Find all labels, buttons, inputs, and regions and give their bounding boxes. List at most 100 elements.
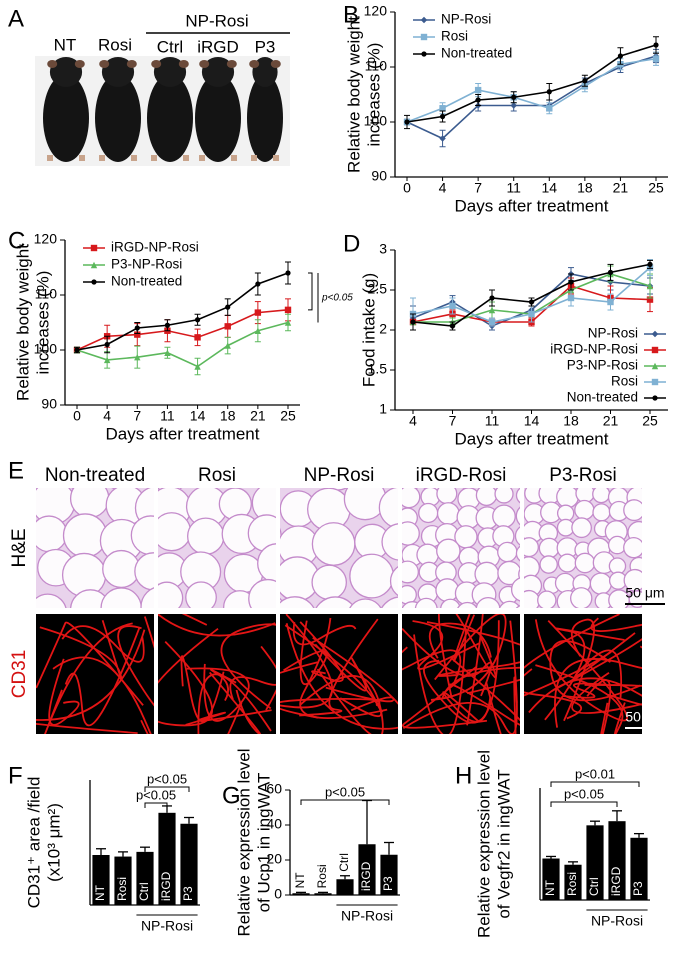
x-axis-label: Days after treatment xyxy=(454,196,608,215)
y-axis-label: Relative body weight xyxy=(13,244,32,401)
vessel xyxy=(117,616,154,707)
point xyxy=(652,395,658,401)
he-image xyxy=(402,488,520,608)
x-tick-label: 21 xyxy=(603,413,619,429)
x-tick-label: 14 xyxy=(541,180,557,196)
vessel xyxy=(158,614,276,637)
mouse-foot xyxy=(99,155,105,161)
adipocyte xyxy=(247,514,276,553)
adipocyte xyxy=(280,596,315,608)
vessel xyxy=(186,663,250,722)
adipocyte xyxy=(627,468,644,485)
point xyxy=(546,105,553,112)
point xyxy=(91,279,97,285)
point xyxy=(134,325,140,331)
panel-letter: F xyxy=(8,762,23,789)
x-axis-label: Days after treatment xyxy=(454,429,608,448)
vessel xyxy=(185,709,272,726)
adipocyte xyxy=(556,488,580,509)
category-label: iRGD xyxy=(359,861,373,891)
mouse-foot xyxy=(183,155,189,161)
y-axis-label: CD31⁺ area /field xyxy=(24,777,43,909)
point xyxy=(568,279,574,285)
y-tick-label: 110 xyxy=(35,286,58,302)
y-axis-label: Relative expression level xyxy=(234,748,253,936)
adipocyte xyxy=(435,578,460,603)
mouse-head xyxy=(201,57,235,87)
adipocyte xyxy=(538,537,560,559)
adipocyte xyxy=(440,598,461,608)
point xyxy=(546,89,552,95)
bracket xyxy=(300,799,390,805)
adipocyte xyxy=(475,596,501,608)
category-label: P3 xyxy=(381,876,395,891)
adipocyte xyxy=(554,572,576,594)
adipocyte xyxy=(242,447,281,486)
adipocyte xyxy=(266,488,276,490)
category-label: NT xyxy=(93,884,107,901)
x-tick-label: 21 xyxy=(613,180,629,196)
adipocyte xyxy=(187,517,225,555)
point xyxy=(284,319,292,326)
y-axis-label: Food intake (g) xyxy=(359,273,378,387)
y-tick-label: 20 xyxy=(266,851,282,867)
point xyxy=(404,119,410,125)
point xyxy=(607,298,614,306)
mouse-ear xyxy=(226,60,237,68)
x-tick-label: 11 xyxy=(485,413,500,429)
mouse-foot xyxy=(273,155,279,161)
adipocyte xyxy=(575,488,595,504)
adipocyte xyxy=(537,590,557,608)
adipocyte xyxy=(402,488,421,509)
point xyxy=(224,323,231,330)
y-tick-label: 120 xyxy=(364,3,388,19)
adipocyte xyxy=(248,578,276,608)
category-label: NT xyxy=(543,879,557,896)
x-tick-label: 18 xyxy=(577,180,593,196)
adipocyte xyxy=(510,577,520,602)
point xyxy=(489,295,495,301)
adipocyte xyxy=(378,488,398,529)
annotation: p<0.05 xyxy=(321,292,353,303)
adipocyte xyxy=(457,601,478,608)
point xyxy=(194,363,201,370)
x-tick-label: 4 xyxy=(439,180,447,196)
group-label: NP-Rosi xyxy=(341,908,393,924)
mouse-ear xyxy=(178,60,189,68)
point xyxy=(439,105,446,112)
mouse-head xyxy=(153,57,187,87)
point xyxy=(488,306,496,314)
point xyxy=(439,113,446,120)
point xyxy=(511,94,517,100)
adipocyte xyxy=(518,568,520,581)
mouse-ear xyxy=(47,60,58,68)
point xyxy=(582,78,588,84)
group-label: NP-Rosi xyxy=(141,918,193,934)
x-tick-label: 7 xyxy=(449,413,457,429)
adipocyte xyxy=(102,549,141,589)
legend-label: NP-Rosi xyxy=(588,326,638,341)
bar xyxy=(542,858,560,900)
annotation: p<0.05 xyxy=(136,787,176,802)
category-label: Ctrl xyxy=(587,877,601,896)
vessel xyxy=(586,679,612,734)
photo-label: iRGD xyxy=(197,37,239,56)
series-line xyxy=(76,272,289,351)
point xyxy=(439,135,446,142)
cd31-image xyxy=(158,614,276,734)
x-tick-label: 25 xyxy=(280,408,296,424)
vessel xyxy=(549,640,641,702)
bar xyxy=(630,837,648,900)
y-tick-label: 2.5 xyxy=(368,281,388,297)
adipocyte xyxy=(498,600,520,608)
bracket xyxy=(550,781,640,787)
point xyxy=(528,310,535,318)
point xyxy=(90,261,98,269)
point xyxy=(651,378,659,386)
adipocyte xyxy=(514,526,520,546)
point xyxy=(607,269,614,275)
point xyxy=(651,346,659,354)
vessel xyxy=(402,646,462,683)
point xyxy=(225,304,231,310)
